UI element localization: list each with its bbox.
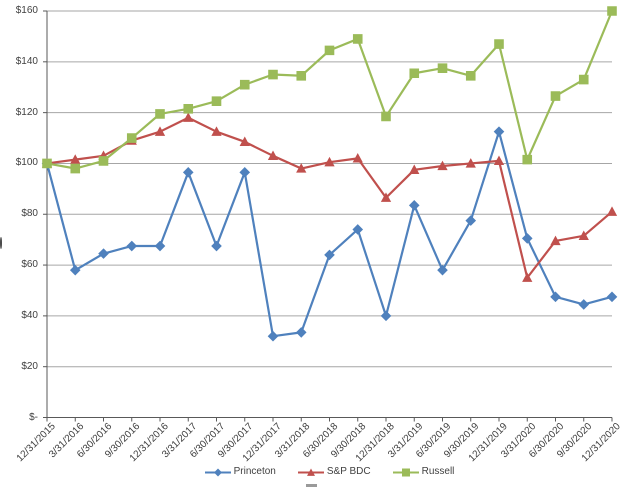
russell-data-point-marker — [465, 70, 476, 81]
y-axis-title-fragment — [0, 237, 2, 249]
legend-label: Russell — [421, 466, 455, 477]
russell-data-point-marker — [239, 79, 250, 90]
princeton-legend-marker-icon — [204, 468, 231, 476]
s-p-bdc-legend-marker-icon — [297, 468, 324, 476]
russell-data-point-marker — [98, 156, 109, 166]
princeton-data-point-marker — [154, 240, 166, 252]
russell-data-point-marker — [155, 109, 165, 119]
clipped-text-fragment — [306, 484, 317, 487]
legend-marker — [213, 468, 222, 476]
s-p-bdc-data-point-marker — [522, 272, 533, 282]
legend-label: S&P BDC — [326, 466, 371, 477]
y-axis-tick-label: $100 — [15, 157, 38, 169]
russell-data-point-marker — [296, 70, 307, 81]
princeton-data-point-marker — [69, 264, 81, 276]
princeton-data-point-marker — [295, 327, 307, 338]
princeton-data-point-marker — [408, 200, 420, 211]
princeton-data-point-marker — [437, 264, 448, 276]
s-p-bdc-data-point-marker — [550, 235, 561, 246]
s-p-bdc-data-point-marker — [380, 192, 392, 202]
s-p-bdc-data-point-marker — [409, 164, 420, 174]
russell-data-point-marker — [352, 34, 363, 44]
russell-data-point-marker — [42, 158, 52, 169]
princeton-data-point-marker — [182, 167, 194, 178]
s-p-bdc-data-point-marker — [296, 163, 307, 173]
s-p-bdc-data-point-marker — [437, 160, 448, 171]
y-axis-tick-label: $40 — [21, 309, 38, 321]
y-axis-tick-label: $120 — [15, 106, 38, 118]
russell-data-point-marker — [437, 63, 448, 73]
russell-data-point-marker — [522, 154, 533, 165]
s-p-bdc-data-point-marker — [267, 150, 279, 160]
legend-item-russell: Russell — [392, 466, 455, 478]
russell-data-point-marker — [183, 104, 194, 114]
russell-data-point-marker — [211, 96, 222, 106]
princeton-data-point-marker — [550, 291, 561, 303]
russell-data-point-marker — [607, 6, 617, 16]
y-axis-tick-label: $- — [29, 411, 38, 423]
y-axis-tick-label: $140 — [15, 55, 38, 67]
s-p-bdc-data-point-marker — [70, 154, 81, 164]
s-p-bdc-data-point-marker — [606, 206, 618, 216]
russell-data-point-marker — [381, 111, 391, 122]
s-p-bdc-data-point-marker — [465, 158, 476, 168]
russell-legend-marker-icon — [392, 468, 419, 476]
princeton-data-point-marker — [324, 249, 335, 261]
russell-data-point-marker — [126, 133, 137, 143]
russell-data-point-marker — [268, 69, 278, 80]
legend-item-princeton: Princeton — [204, 466, 276, 478]
russell-data-point-marker — [324, 45, 335, 56]
s-p-bdc-data-point-marker — [211, 126, 222, 136]
princeton-data-point-marker — [267, 330, 279, 342]
russell-data-point-marker — [409, 68, 420, 79]
s-p-bdc-data-point-marker — [183, 112, 194, 122]
y-axis-tick-label: $20 — [21, 360, 38, 372]
princeton-data-point-marker — [380, 310, 392, 322]
s-p-bdc-data-point-marker — [352, 153, 363, 163]
s-p-bdc-data-point-marker — [324, 156, 335, 167]
princeton-data-point-marker — [98, 248, 109, 259]
y-axis-tick-label: $80 — [21, 208, 38, 220]
russell-data-point-marker — [578, 74, 589, 85]
legend-marker — [401, 468, 410, 476]
chart-legend: Princeton S&P BDC Russell — [47, 466, 612, 478]
russell-data-point-marker — [550, 91, 561, 101]
s-p-bdc-data-point-marker — [578, 230, 589, 240]
s-p-bdc-data-point-marker — [239, 136, 250, 146]
russell-series-line — [45, 9, 614, 170]
russell-data-point-marker — [494, 39, 504, 49]
legend-marker — [306, 468, 315, 476]
princeton-data-point-marker — [578, 299, 590, 310]
russell-data-point-marker — [70, 163, 81, 174]
princeton-data-point-marker — [211, 240, 222, 252]
princeton-data-point-marker — [606, 291, 618, 303]
princeton-data-point-marker — [465, 215, 477, 226]
s-p-bdc-data-point-marker — [493, 155, 505, 166]
s-p-bdc-data-point-marker — [154, 126, 166, 136]
legend-item-s-p-bdc: S&P BDC — [297, 466, 371, 478]
legend-label: Princeton — [233, 466, 276, 477]
princeton-data-point-marker — [352, 224, 364, 235]
princeton-data-point-marker — [239, 167, 251, 178]
princeton-data-point-marker — [493, 126, 505, 137]
princeton-data-point-marker — [126, 240, 138, 252]
princeton-data-point-marker — [521, 233, 533, 244]
y-axis-tick-label: $160 — [15, 5, 38, 16]
y-axis-tick-label: $60 — [21, 259, 38, 271]
